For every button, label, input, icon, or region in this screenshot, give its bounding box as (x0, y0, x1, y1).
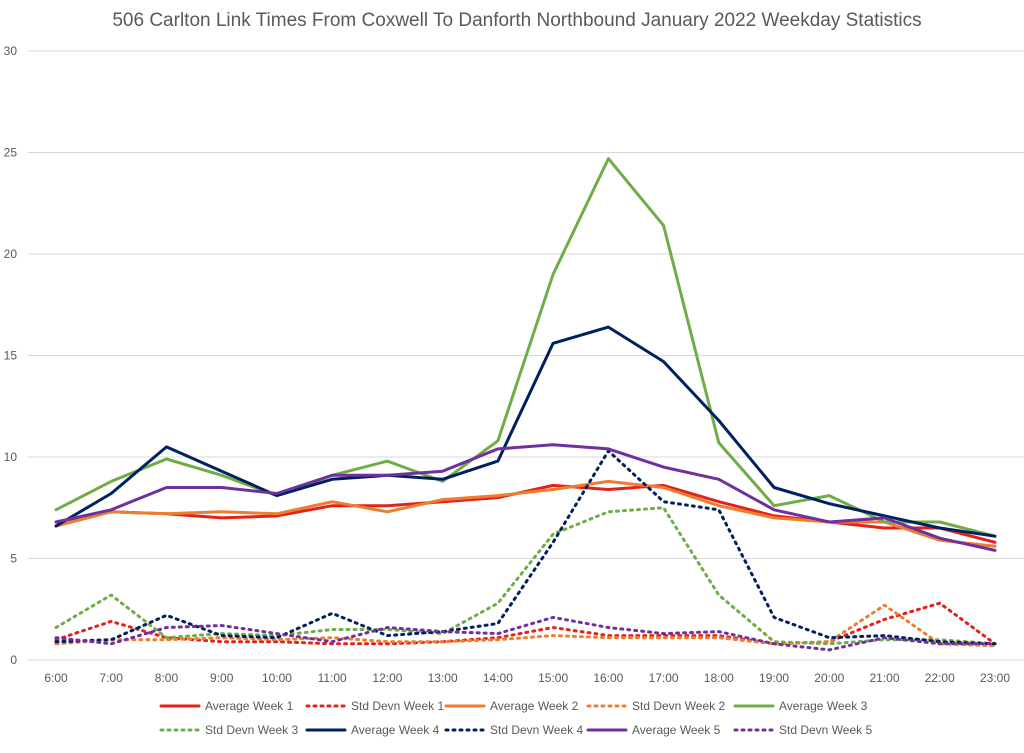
x-tick-label: 12:00 (372, 671, 402, 685)
series-line-average-week-4 (54, 325, 997, 538)
y-tick-label: 10 (4, 450, 18, 464)
x-tick-label: 23:00 (980, 671, 1010, 685)
y-tick-label: 15 (4, 349, 18, 363)
legend-label: Std Devn Week 2 (632, 699, 725, 713)
legend-label: Std Devn Week 1 (351, 699, 444, 713)
y-tick-label: 0 (10, 653, 17, 667)
x-tick-label: 9:00 (210, 671, 234, 685)
x-tick-label: 8:00 (155, 671, 179, 685)
x-tick-label: 7:00 (100, 671, 124, 685)
series-line-average-week-5 (54, 443, 997, 552)
series-line-average-week-2 (54, 479, 997, 548)
series-line-std-devn-week-5 (54, 615, 997, 652)
x-tick-label: 13:00 (428, 671, 458, 685)
series-line-std-devn-week-3 (54, 506, 997, 646)
plot-area (54, 157, 997, 652)
x-tick-label: 21:00 (870, 671, 900, 685)
legend-label: Average Week 3 (779, 699, 868, 713)
legend-label: Std Devn Week 5 (779, 723, 872, 737)
chart-title: 506 Carlton Link Times From Coxwell To D… (112, 10, 921, 31)
x-tick-label: 19:00 (759, 671, 789, 685)
x-tick-label: 20:00 (814, 671, 844, 685)
y-axis: 0 5 10 15 20 25 30 (4, 44, 18, 667)
gridlines (28, 50, 1024, 661)
x-tick-label: 11:00 (318, 671, 347, 685)
x-tick-label: 10:00 (262, 671, 292, 685)
legend-label: Std Devn Week 4 (490, 723, 583, 737)
x-tick-label: 18:00 (704, 671, 734, 685)
legend: Average Week 1 Std Devn Week 1 Average Wee… (159, 699, 872, 737)
y-tick-label: 30 (4, 44, 18, 58)
x-axis: 6:00 7:00 8:00 9:00 10:00 11:00 12:00 13:00 14:0… (44, 671, 1010, 685)
legend-label: Average Week 2 (490, 699, 579, 713)
legend-label: Average Week 1 (205, 699, 294, 713)
series-line-average-week-3 (54, 157, 997, 538)
series-line-std-devn-week-2 (54, 603, 997, 648)
x-tick-label: 22:00 (925, 671, 955, 685)
y-tick-label: 25 (4, 146, 18, 160)
series-line-std-devn-week-4 (54, 449, 997, 646)
y-tick-label: 20 (4, 247, 18, 261)
legend-label: Average Week 4 (351, 723, 440, 737)
legend-label: Average Week 5 (632, 723, 721, 737)
x-tick-label: 17:00 (649, 671, 679, 685)
x-tick-label: 14:00 (483, 671, 513, 685)
x-tick-label: 15:00 (538, 671, 568, 685)
x-tick-label: 16:00 (593, 671, 623, 685)
x-tick-label: 6:00 (44, 671, 68, 685)
y-tick-label: 5 (10, 552, 17, 566)
legend-label: Std Devn Week 3 (205, 723, 298, 737)
